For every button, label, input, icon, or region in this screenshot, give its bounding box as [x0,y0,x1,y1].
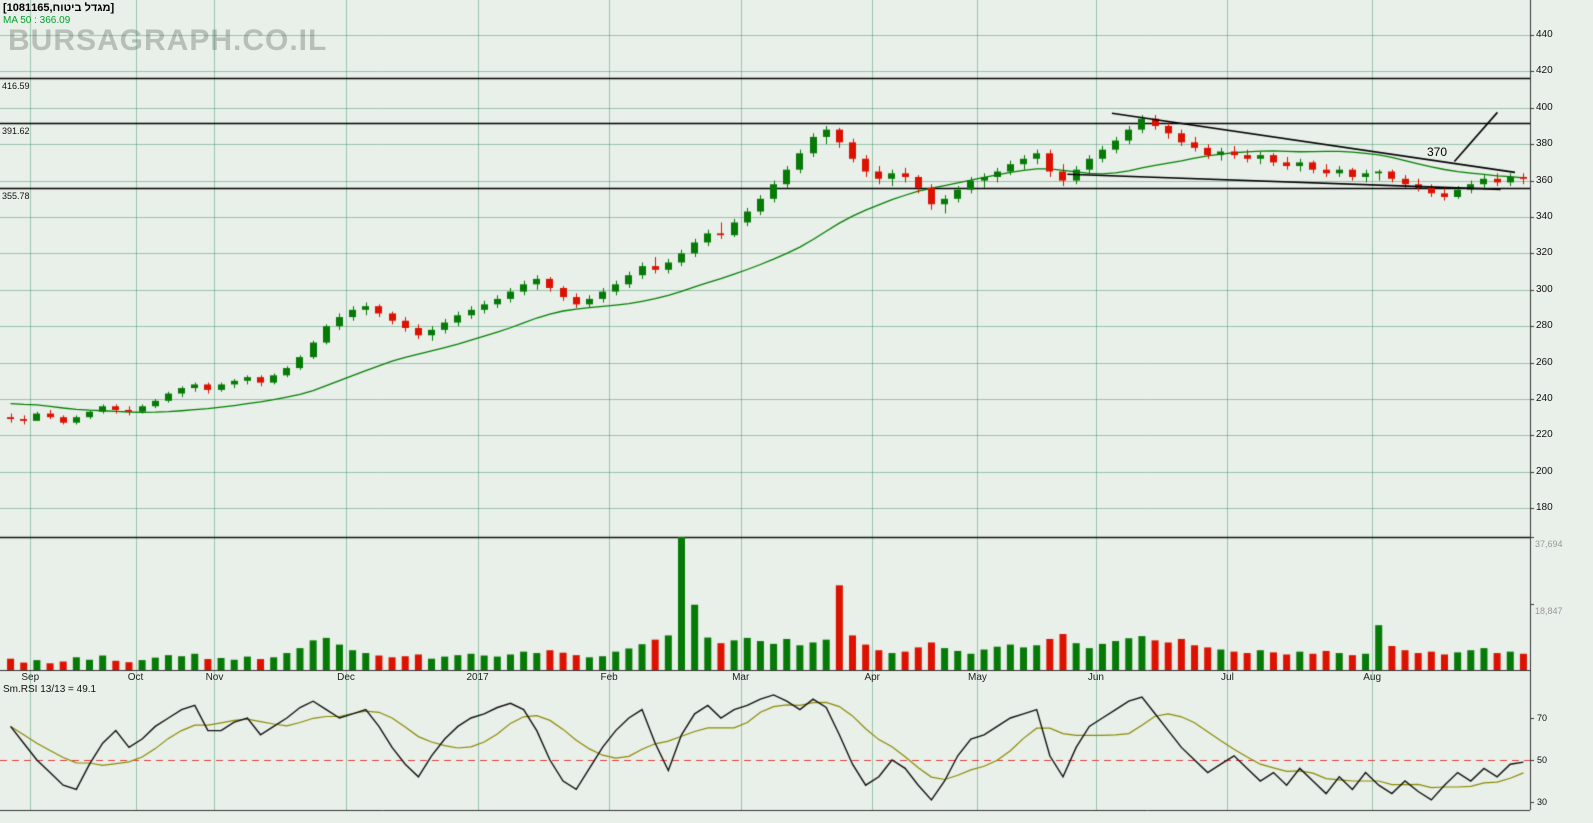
stock-chart-canvas[interactable] [0,0,1593,823]
chart-root: BURSAGRAPH.CO.IL [מגדל ביטוח,1081165] MA… [0,0,1593,823]
